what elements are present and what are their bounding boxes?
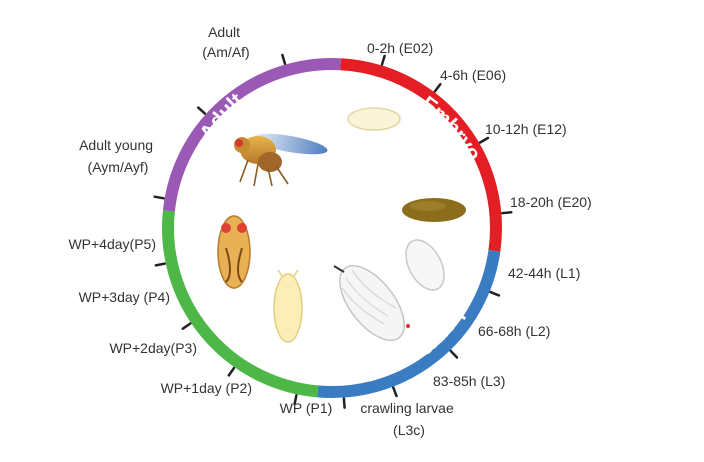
stage-tick [501,211,513,215]
embryo-icon [347,107,401,131]
embryo-ring-segment [340,58,502,252]
stage-tick [281,53,287,65]
stage-tick [449,349,459,359]
stage-tick [342,397,346,409]
pupa-icon [217,215,303,343]
label-l3c: crawling larvae (L3c) [360,400,457,438]
stage-tick [181,322,192,330]
stage-tick [392,386,398,398]
stage-tick [478,136,490,144]
label-l3: 83-85h (L3) [433,373,505,389]
stage-tick [489,290,501,297]
stage-tick [227,366,236,377]
stage-tick [433,82,442,93]
late-embryo-icon [402,198,466,222]
larva-icon [333,239,445,341]
fly-icon [234,133,328,187]
larva-ring-segment [317,249,501,398]
label-e12: 10-12h (E12) [485,121,567,137]
label-p3: WP+2day(P3) [109,340,197,356]
adult-ring-segment [162,57,341,212]
label-e06: 4-6h (E06) [440,67,506,83]
label-adult: Adult (Am/Af) [202,24,249,60]
stage-tick [293,394,298,406]
stage-tick [380,54,386,66]
ring-label-embryo: Embryo [417,92,486,165]
pupa-ring-segment [162,210,319,398]
stage-tick [153,195,165,200]
label-p2: WP+1day (P2) [161,380,252,396]
label-e02: 0-2h (E02) [367,40,433,56]
label-adult-young: Adult young (Aym/Ayf) [79,137,157,175]
label-p5: WP+4day(P5) [68,236,156,252]
label-l2: 66-68h (L2) [478,323,550,339]
stage-ticks [153,53,513,409]
stage-tick [196,106,207,115]
stage-tick [154,262,166,267]
label-e20: 18-20h (E20) [510,194,592,210]
label-p1: WP (P1) [280,400,333,416]
stage-labels: Adult (Am/Af) 0-2h (E02) 4-6h (E06) 10-1… [68,24,591,438]
label-p4: WP+3day (P4) [79,289,170,305]
label-l1: 42-44h (L1) [508,265,580,281]
